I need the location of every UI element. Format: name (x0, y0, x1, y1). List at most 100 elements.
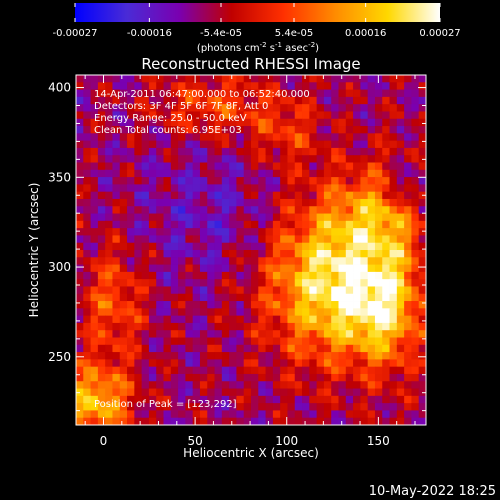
heatmap-cell (287, 133, 296, 142)
heatmap-cell (192, 169, 201, 178)
heatmap-cell (185, 191, 194, 200)
heatmap-cell (83, 162, 91, 171)
heatmap-cell (280, 344, 288, 353)
heatmap-cell (374, 403, 383, 411)
heatmap-cell (287, 417, 296, 425)
heatmap-cell (287, 184, 296, 193)
heatmap-cell (272, 89, 281, 98)
heatmap-cell (119, 96, 128, 105)
heatmap-cell (345, 220, 354, 229)
heatmap-cell (90, 177, 99, 185)
peak-label: Position of Peak = [123,292] (94, 399, 237, 410)
heatmap-cell (156, 410, 164, 419)
heatmap-cell (418, 286, 426, 295)
heatmap-cell (112, 264, 121, 273)
heatmap-cell (192, 228, 201, 236)
heatmap-cell (229, 322, 237, 331)
heatmap-cell (396, 417, 405, 425)
heatmap-cell (331, 155, 339, 163)
heatmap-cell (367, 330, 376, 338)
heatmap-cell (185, 388, 194, 397)
heatmap-cell (396, 147, 405, 156)
heatmap-cell (251, 75, 259, 83)
heatmap-cell (105, 82, 113, 90)
heatmap-cell (272, 118, 281, 127)
heatmap-cell (331, 75, 339, 83)
heatmap-cell (119, 344, 128, 353)
heatmap-cell (199, 308, 208, 317)
heatmap-cell (353, 293, 361, 302)
heatmap-cell (148, 337, 157, 346)
heatmap-cell (236, 337, 245, 346)
heatmap-cell (353, 301, 361, 309)
heatmap-cell (185, 271, 194, 280)
heatmap-cell (119, 388, 128, 397)
heatmap-cell (243, 213, 252, 222)
heatmap-cell (272, 315, 281, 324)
heatmap-cell (411, 366, 420, 375)
heatmap-cell (294, 169, 303, 178)
heatmap-cell (199, 126, 208, 134)
heatmap-cell (236, 293, 245, 302)
heatmap-cell (163, 366, 172, 375)
heatmap-cell (163, 155, 172, 163)
heatmap-cell (360, 111, 369, 120)
heatmap-cell (214, 82, 223, 90)
heatmap-cell (338, 373, 347, 382)
heatmap-cell (134, 82, 143, 90)
heatmap-cell (382, 155, 390, 163)
heatmap-cell (97, 279, 106, 287)
heatmap-cell (105, 315, 113, 324)
heatmap-cell (396, 366, 405, 375)
heatmap-cell (272, 140, 281, 149)
heatmap-cell (323, 89, 332, 98)
heatmap-cell (134, 206, 143, 214)
heatmap-cell (199, 264, 208, 273)
heatmap-cell (367, 96, 376, 105)
heatmap-cell (134, 147, 143, 156)
heatmap-cell (353, 373, 361, 382)
heatmap-cell (353, 155, 361, 163)
heatmap-cell (178, 410, 186, 419)
heatmap-cell (323, 395, 332, 404)
heatmap-cell (294, 162, 303, 171)
heatmap-cell (404, 155, 412, 163)
heatmap-cell (404, 381, 412, 389)
heatmap-cell (374, 410, 383, 419)
heatmap-cell (105, 184, 113, 193)
heatmap-cell (134, 169, 143, 178)
heatmap-cell (360, 177, 369, 185)
heatmap-cell (418, 301, 426, 309)
heatmap-cell (170, 337, 179, 346)
heatmap-cell (199, 111, 208, 120)
heatmap-cell (382, 366, 390, 375)
heatmap-cell (105, 308, 113, 317)
heatmap-cell (141, 257, 150, 265)
heatmap-cell (345, 308, 354, 317)
heatmap-cell (83, 388, 91, 397)
heatmap-cell (302, 308, 310, 317)
heatmap-cell (374, 373, 383, 382)
heatmap-cell (382, 198, 390, 207)
heatmap-cell (192, 257, 201, 265)
heatmap-cell (229, 352, 237, 360)
heatmap-cell (272, 279, 281, 287)
heatmap-cell (287, 250, 296, 258)
heatmap-cell (229, 308, 237, 317)
heatmap-cell (112, 395, 121, 404)
heatmap-cell (148, 184, 157, 193)
heatmap-cell (331, 271, 339, 280)
heatmap-cell (76, 198, 84, 207)
heatmap-cell (178, 213, 186, 222)
heatmap-cell (382, 352, 390, 360)
heatmap-cell (119, 381, 128, 389)
heatmap-cell (243, 184, 252, 193)
heatmap-cell (367, 410, 376, 419)
heatmap-cell (192, 337, 201, 346)
heatmap-cell (251, 198, 259, 207)
heatmap-cell (185, 359, 194, 368)
annotation-line: Energy Range: 25.0 - 50.0 keV (94, 113, 247, 124)
heatmap-cell (294, 381, 303, 389)
heatmap-cell (338, 301, 347, 309)
